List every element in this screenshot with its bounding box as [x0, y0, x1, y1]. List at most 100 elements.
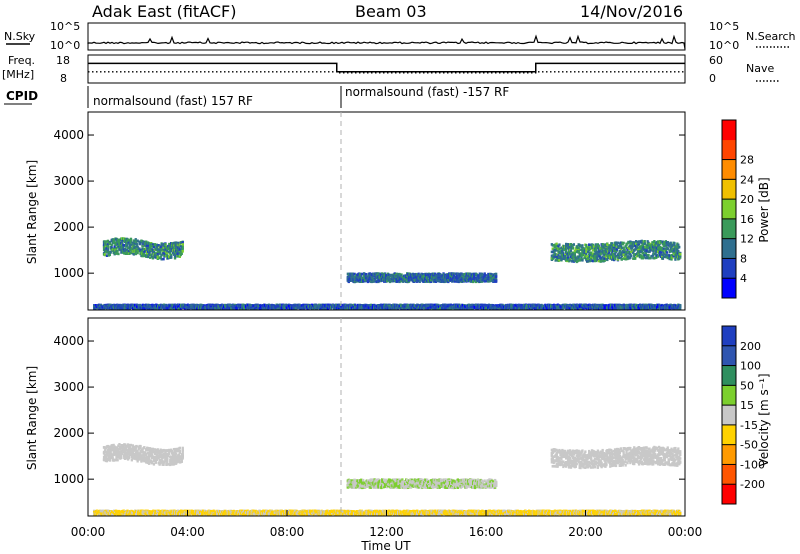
scatter-cell [651, 244, 654, 247]
scatter-cell [138, 247, 141, 251]
scatter-cell [495, 279, 498, 283]
scatter-cell [677, 244, 680, 247]
scatter-cell [570, 256, 574, 260]
scatter-cell [661, 257, 665, 260]
scatter-cell [659, 241, 663, 244]
scatter-cell [417, 272, 420, 276]
scatter-cell [616, 241, 620, 245]
scatter-cell [640, 240, 643, 244]
scatter-cell [359, 278, 362, 281]
scatter-cell [624, 245, 627, 248]
scatter-cell [346, 276, 349, 280]
scatter-cell [484, 274, 487, 277]
scatter-cell [564, 257, 567, 261]
scatter-cell [608, 251, 611, 254]
scatter-cell [139, 248, 142, 252]
scatter-cell [567, 254, 570, 257]
scatter-cell [603, 257, 606, 260]
scatter-cell [603, 259, 606, 262]
scatter-cell [146, 253, 149, 257]
scatter-cell [364, 273, 368, 276]
scatter-cell [574, 256, 577, 259]
scatter-cell [174, 243, 178, 246]
scatter-cell [653, 256, 656, 260]
scatter-cell [433, 272, 437, 276]
scatter-cell [611, 258, 614, 261]
scatter-cell [673, 243, 676, 246]
scatter-cell [157, 244, 160, 247]
scatter-cell [646, 240, 649, 243]
scatter-cell [178, 255, 181, 258]
scatter-cell [125, 240, 129, 244]
scatter-cell [125, 244, 129, 248]
freq-frame [87, 54, 686, 84]
scatter-cell [495, 272, 498, 276]
scatter-cell [552, 253, 555, 257]
scatter-cell [368, 272, 371, 275]
scatter-cell [162, 252, 165, 255]
scatter-cell [615, 248, 619, 251]
scatter-cell [180, 252, 183, 255]
scatter-cell [112, 240, 115, 244]
scatter-cell [594, 259, 597, 263]
scatter-cell [123, 250, 126, 253]
scatter-cell [604, 243, 607, 246]
scatter-cell [664, 249, 667, 253]
scatter-cell [116, 249, 119, 253]
scatter-cell [494, 276, 497, 280]
scatter-cell [643, 242, 646, 246]
scatter-cell [585, 252, 588, 256]
scatter-cell [147, 244, 150, 248]
scatter-cell [125, 248, 129, 251]
scatter-cell [124, 247, 127, 251]
scatter-cell [119, 248, 122, 252]
scatter-cell [495, 275, 498, 278]
scatter-cell [557, 244, 560, 248]
scatter-cell [127, 303, 130, 307]
scatter-cell [484, 279, 487, 283]
scatter-cell [595, 250, 598, 254]
scatter-cell [670, 258, 673, 261]
scatter-cell [483, 272, 486, 275]
nsearch-tick-bottom: 10^0 [709, 39, 739, 52]
nsky-frame [87, 22, 686, 51]
scatter-cell [177, 246, 180, 249]
scatter-cell [103, 240, 107, 243]
scatter-cell [609, 246, 612, 250]
cpid-segment-1: normalsound (fast) 157 RF [93, 94, 253, 108]
scatter-cell [158, 252, 161, 255]
scatter-cell [622, 246, 625, 249]
scatter-cell [643, 240, 646, 243]
scatter-cell [166, 249, 169, 253]
scatter-cell [627, 241, 630, 244]
scatter-cell [174, 244, 178, 248]
scatter-cell [645, 249, 648, 252]
scatter-cell [169, 249, 172, 253]
scatter-cell [359, 280, 362, 283]
scatter-cell [564, 255, 567, 259]
scatter-cell [172, 245, 175, 249]
scatter-cell [139, 242, 142, 246]
scatter-cell [596, 255, 599, 258]
scatter-cell [625, 253, 628, 257]
scatter-cell [149, 253, 153, 257]
scatter-cell [630, 250, 633, 253]
scatter-cell [619, 244, 622, 248]
scatter-cell [128, 248, 132, 252]
scatter-cell [470, 280, 473, 283]
scatter-cell [613, 247, 616, 251]
scatter-cell [115, 252, 118, 255]
scatter-cell [591, 243, 595, 247]
scatter-cell [136, 239, 139, 243]
scatter-cell [630, 254, 633, 257]
scatter-cell [453, 272, 457, 276]
scatter-cell [670, 254, 673, 257]
scatter-cell [560, 256, 563, 259]
scatter-cell [152, 250, 156, 253]
scatter-cell [663, 247, 666, 250]
scatter-cell [613, 252, 617, 255]
scatter-cell [653, 240, 656, 243]
scatter-cell [129, 241, 133, 244]
nsky-tick-bottom: 10^0 [50, 39, 80, 52]
